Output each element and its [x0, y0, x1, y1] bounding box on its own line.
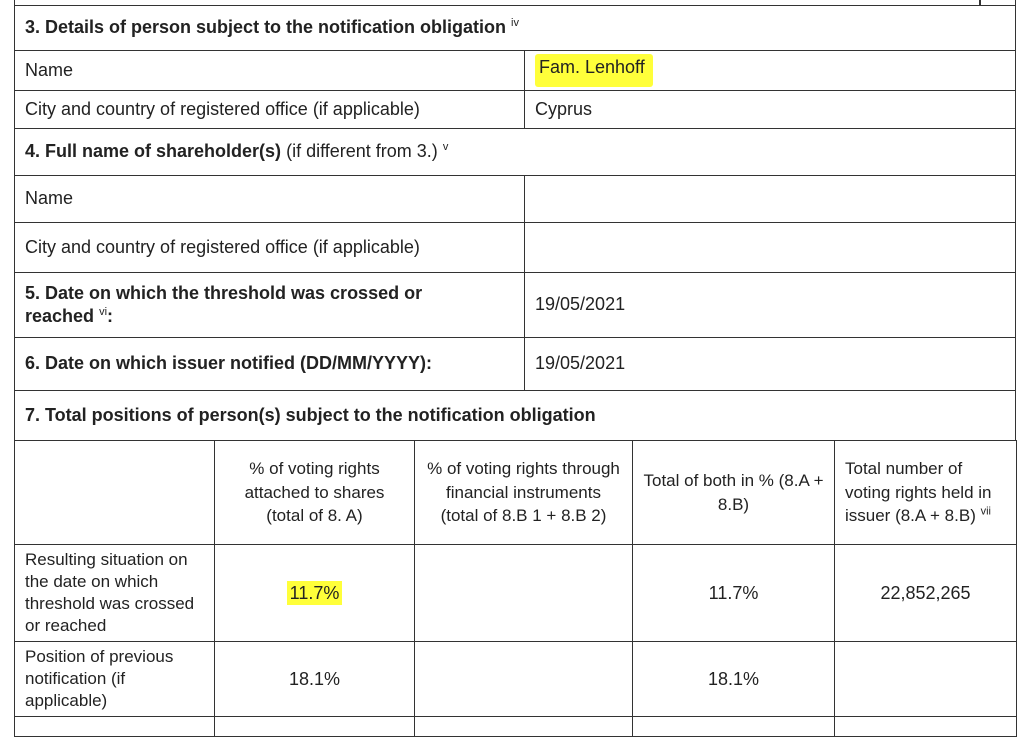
header-cell: Total number of voting rights held in is… — [834, 440, 1017, 545]
value-cell — [524, 175, 1016, 223]
label-cell: City and country of registered office (i… — [14, 90, 525, 129]
value-cell: 18.1% — [214, 641, 415, 717]
section4-heading: 4. Full name of shareholder(s) (if diffe… — [14, 128, 1016, 176]
value-cell: Fam. Lenhoff — [524, 50, 1016, 91]
note: iv — [511, 17, 519, 30]
label-cell: Position of previous notification (if ap… — [14, 641, 215, 717]
note: vii — [980, 505, 991, 518]
header-cell — [14, 440, 215, 545]
value-cell — [834, 641, 1017, 717]
label-cell: Name — [14, 50, 525, 91]
value: 11.7% — [286, 580, 343, 606]
title-suffix: (if different from 3.) — [286, 141, 438, 162]
next-row-cell — [414, 716, 633, 737]
label-cell: Resulting situation on the date on which… — [14, 544, 215, 642]
header: % of voting rights through financial ins… — [427, 459, 620, 526]
note: v — [442, 141, 449, 154]
header-cell: % of voting rights attached to shares (t… — [214, 440, 415, 545]
section-title: 5. Date on which the threshold was cross… — [25, 282, 423, 326]
next-row-cell — [834, 716, 1017, 737]
header: Total of both in % (8.A + 8.B) — [643, 471, 824, 514]
label-cell: Name — [14, 175, 525, 223]
document: 3. Details of person subject to the noti… — [14, 0, 1017, 737]
label: Name — [25, 59, 74, 80]
next-row-cell — [632, 716, 835, 737]
section-title: 3. Details of person subject to the noti… — [25, 17, 507, 38]
value: 11.7% — [708, 582, 759, 603]
section-title: 4. Full name of shareholder(s) — [25, 141, 282, 162]
value-cell: 19/05/2021 — [524, 337, 1016, 391]
value: 18.1% — [707, 668, 760, 689]
next-row-cell — [14, 716, 215, 737]
section-title: 7. Total positions of person(s) subject … — [25, 404, 596, 425]
value: 19/05/2021 — [535, 353, 626, 374]
value-cell: 18.1% — [632, 641, 835, 717]
section7-heading: 7. Total positions of person(s) subject … — [14, 390, 1016, 441]
header: % of voting rights attached to shares (t… — [244, 459, 385, 526]
label-cell: City and country of registered office (i… — [14, 222, 525, 273]
label-cell: 5. Date on which the threshold was cross… — [14, 272, 525, 338]
note: vi — [99, 306, 108, 318]
section-title: 6. Date on which issuer notified (DD/MM/… — [25, 353, 433, 374]
value: Cyprus — [535, 98, 593, 119]
value-cell: 22,852,265 — [834, 544, 1017, 642]
value-cell: 19/05/2021 — [524, 272, 1016, 338]
value-cell: 11.7% — [632, 544, 835, 642]
header-cell: % of voting rights through financial ins… — [414, 440, 633, 545]
label: Position of previous notification (if ap… — [25, 646, 174, 711]
value: 22,852,265 — [880, 582, 971, 603]
value: 18.1% — [288, 668, 341, 689]
value-cell — [414, 641, 633, 717]
value-cell: 11.7% — [214, 544, 415, 642]
label: Name — [25, 188, 74, 209]
value-cell: Cyprus — [524, 90, 1016, 129]
value: 19/05/2021 — [535, 294, 626, 315]
label: City and country of registered office (i… — [25, 98, 420, 119]
header: Total number of voting rights held in is… — [845, 459, 992, 526]
next-row-cell — [214, 716, 415, 737]
label: City and country of registered office (i… — [25, 236, 420, 257]
value-cell — [524, 222, 1016, 273]
value: Fam. Lenhoff — [535, 53, 653, 88]
punct: : — [107, 306, 114, 326]
value-cell — [414, 544, 633, 642]
label-cell: 6. Date on which issuer notified (DD/MM/… — [14, 337, 525, 391]
section3-heading: 3. Details of person subject to the noti… — [14, 5, 1016, 51]
header-cell: Total of both in % (8.A + 8.B) — [632, 440, 835, 545]
label: Resulting situation on the date on which… — [25, 549, 195, 636]
